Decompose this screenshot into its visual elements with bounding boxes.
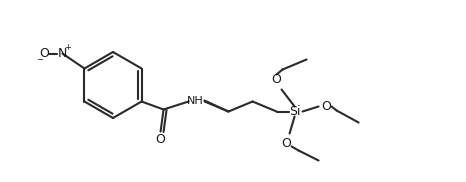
Text: N: N: [58, 47, 67, 60]
Text: NH: NH: [187, 96, 204, 106]
Text: O: O: [40, 47, 49, 60]
Text: Si: Si: [289, 105, 300, 118]
Text: O: O: [156, 133, 165, 146]
Text: −: −: [36, 55, 43, 64]
Text: O: O: [272, 73, 281, 86]
Text: O: O: [322, 100, 331, 113]
Text: +: +: [64, 43, 71, 52]
Text: O: O: [281, 137, 292, 150]
